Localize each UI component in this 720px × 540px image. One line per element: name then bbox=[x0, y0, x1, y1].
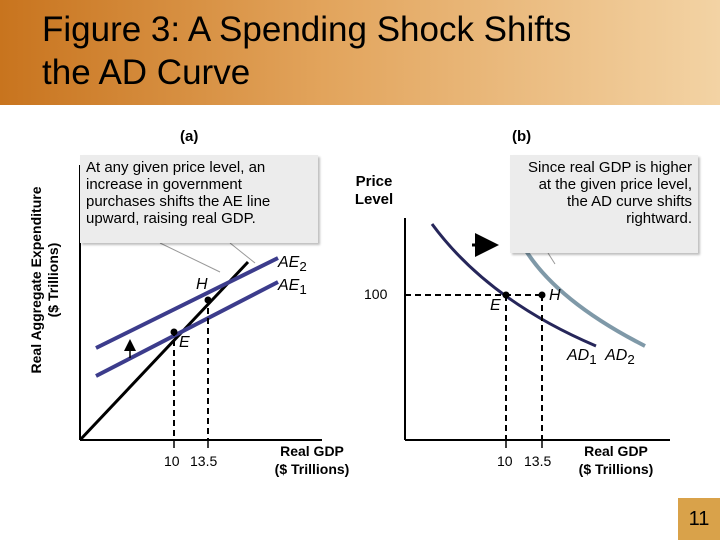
panel-b-point-e bbox=[502, 291, 510, 299]
panel-a-x-axis-label: Real GDP ($ Trillions) bbox=[250, 442, 374, 478]
panel-a-ae1-line bbox=[95, 280, 279, 378]
panel-b-ad2-sub: 2 bbox=[627, 352, 635, 368]
panel-b-x-axis-label: Real GDP ($ Trillions) bbox=[562, 442, 670, 478]
title-band bbox=[0, 0, 720, 105]
panel-a-point-e-label: E bbox=[179, 334, 190, 351]
panel-b-x-axis-label-line2: ($ Trillions) bbox=[578, 461, 654, 477]
panel-b-point-h bbox=[538, 291, 546, 299]
panel-a-ae2-label: AE bbox=[278, 254, 300, 271]
panel-b-point-h-label: H bbox=[549, 287, 561, 304]
panel-a-callout: At any given price level, an increase in… bbox=[80, 155, 318, 243]
panel-a-45-degree-line bbox=[78, 260, 250, 442]
panel-a-point-h bbox=[204, 296, 212, 304]
panel-a-x-axis-label-line1: Real GDP bbox=[280, 443, 344, 459]
panel-b-label: (b) bbox=[512, 128, 532, 145]
panel-a-ae-labels: AE2 AE1 bbox=[278, 253, 307, 299]
panel-a-callout-pointer bbox=[159, 242, 221, 273]
panel-a-x-axis-label-line2: ($ Trillions) bbox=[274, 461, 350, 477]
panel-a-callout-pointer-2 bbox=[229, 242, 256, 264]
panel-b-y-axis-label-line1: Price bbox=[355, 173, 393, 190]
panel-b-tick-label-13-5: 13.5 bbox=[524, 453, 552, 469]
panel-b-ad2-label: AD bbox=[605, 347, 628, 364]
panel-b-price-tick-label: 100 bbox=[364, 286, 388, 302]
panel-a-tick-label-10: 10 bbox=[164, 453, 180, 469]
slide-title-line1: Figure 3: A Spending Shock Shifts bbox=[42, 10, 572, 49]
panel-b-y-axis-label-line2: Level bbox=[354, 191, 394, 208]
panel-b-ad1-curve bbox=[430, 223, 597, 348]
panel-b-callout: Since real GDP is higher at the given pr… bbox=[510, 155, 698, 253]
panel-a-point-e bbox=[170, 328, 178, 336]
panel-a-point-h-label: H bbox=[196, 276, 208, 293]
panel-b-x-axis-label-line1: Real GDP bbox=[584, 443, 648, 459]
slide-title: Figure 3: A Spending Shock Shifts the AD… bbox=[42, 8, 702, 94]
panel-a-ae1-sub: 1 bbox=[299, 282, 307, 298]
slide-number: 11 bbox=[678, 498, 720, 540]
panel-b-y-axis-label: Price Level bbox=[340, 173, 408, 209]
panel-a-label: (a) bbox=[180, 128, 199, 145]
panel-a-ae1-label: AE bbox=[278, 277, 300, 295]
panel-b-point-e-label: E bbox=[490, 297, 501, 314]
panel-b-ad-labels: AD1 AD2 bbox=[567, 347, 635, 367]
panel-b-ad1-sub: 1 bbox=[589, 352, 597, 368]
panel-b-callout-pointer bbox=[547, 252, 556, 265]
slide-title-line2: the AD Curve bbox=[42, 53, 251, 92]
panel-a-ae2-line bbox=[95, 256, 279, 350]
panel-b-ad1-label: AD bbox=[567, 347, 590, 364]
panel-b-tick-label-10: 10 bbox=[497, 453, 513, 469]
panel-a-tick-label-13-5: 13.5 bbox=[190, 453, 218, 469]
panel-a-ae2-sub: 2 bbox=[299, 259, 307, 275]
